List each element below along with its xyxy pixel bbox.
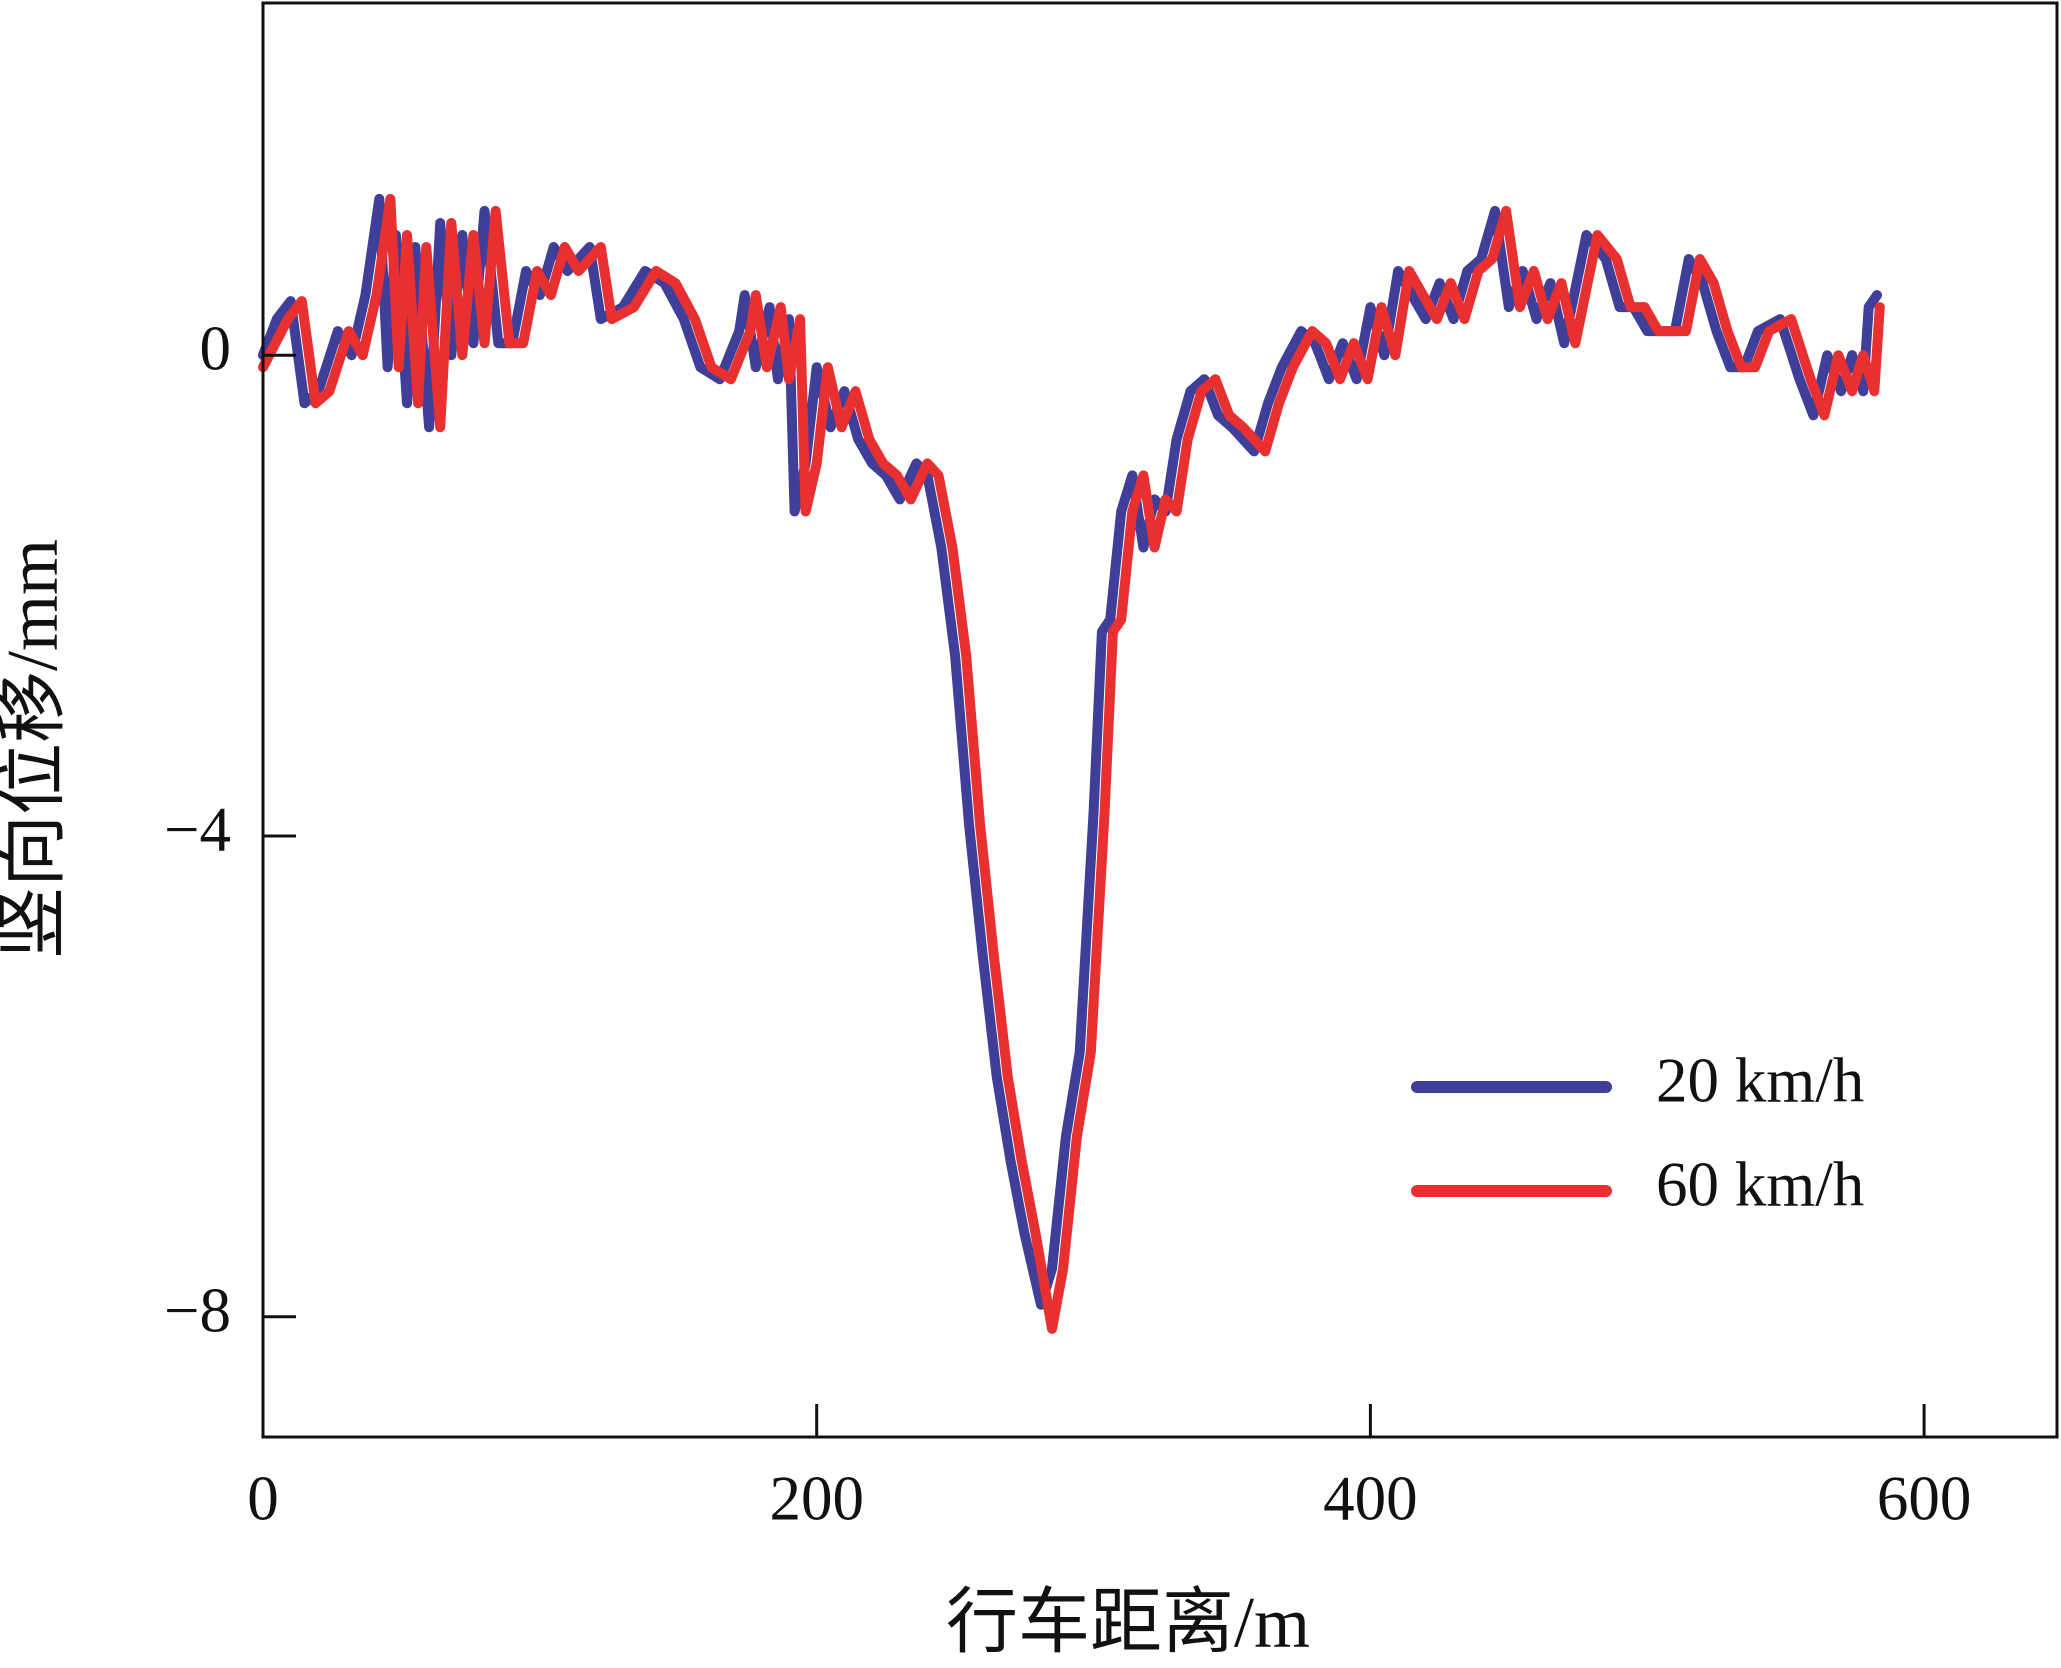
x-tick-label: 200 (769, 1463, 864, 1533)
legend-label: 60 km/h (1656, 1149, 1864, 1219)
x-tick-label: 400 (1323, 1463, 1418, 1533)
x-tick-label: 600 (1877, 1463, 1972, 1533)
legend-label: 20 km/h (1656, 1045, 1864, 1115)
x-tick-label: 0 (247, 1463, 279, 1533)
x-axis-title: 行车距离/m (946, 1583, 1310, 1663)
y-tick-label: 0 (200, 314, 232, 384)
plot-frame (261, 1, 2059, 1439)
y-tick-label: −4 (164, 794, 231, 864)
data-line (258, 193, 1882, 1310)
data-line (258, 193, 1885, 1334)
y-axis-title: 竖向位移/mm (0, 539, 73, 959)
y-tick-label: −8 (164, 1275, 231, 1345)
